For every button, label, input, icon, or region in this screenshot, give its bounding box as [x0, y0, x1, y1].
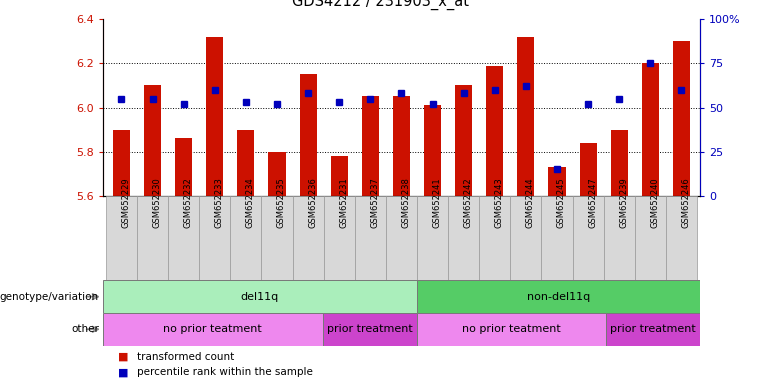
Bar: [206, 37, 223, 196]
FancyBboxPatch shape: [666, 196, 697, 280]
Text: prior treatment: prior treatment: [327, 324, 413, 334]
Bar: [642, 63, 659, 196]
Bar: [144, 86, 161, 196]
Bar: [424, 105, 441, 196]
Bar: [175, 138, 193, 196]
Text: GSM652230: GSM652230: [152, 177, 161, 228]
Text: genotype/variation: genotype/variation: [0, 291, 99, 302]
Text: ■: ■: [118, 367, 129, 377]
Text: no prior teatment: no prior teatment: [164, 324, 262, 334]
Text: GDS4212 / 231903_x_at: GDS4212 / 231903_x_at: [292, 0, 469, 10]
Bar: [517, 37, 534, 196]
Text: GSM652243: GSM652243: [495, 177, 504, 228]
FancyBboxPatch shape: [323, 196, 355, 280]
Bar: [113, 129, 130, 196]
Text: GSM652237: GSM652237: [371, 177, 379, 228]
Bar: [610, 129, 628, 196]
Text: GSM652235: GSM652235: [277, 177, 286, 228]
FancyBboxPatch shape: [323, 313, 417, 346]
Bar: [237, 129, 254, 196]
FancyBboxPatch shape: [262, 196, 292, 280]
Text: GSM652234: GSM652234: [246, 177, 255, 228]
Text: non-del11q: non-del11q: [527, 291, 591, 302]
FancyBboxPatch shape: [635, 196, 666, 280]
Bar: [330, 156, 348, 196]
Bar: [486, 66, 503, 196]
Bar: [361, 96, 379, 196]
FancyBboxPatch shape: [606, 313, 700, 346]
Bar: [580, 143, 597, 196]
Text: ■: ■: [118, 352, 129, 362]
Text: other: other: [71, 324, 99, 334]
Text: no prior teatment: no prior teatment: [462, 324, 561, 334]
Text: GSM652233: GSM652233: [215, 177, 224, 228]
Text: GSM652231: GSM652231: [339, 177, 349, 228]
Text: GSM652236: GSM652236: [308, 177, 317, 228]
Text: GSM652240: GSM652240: [651, 177, 659, 228]
FancyBboxPatch shape: [448, 196, 479, 280]
Bar: [300, 74, 317, 196]
FancyBboxPatch shape: [231, 196, 262, 280]
Bar: [673, 41, 690, 196]
Text: GSM652238: GSM652238: [402, 177, 410, 228]
FancyBboxPatch shape: [572, 196, 603, 280]
FancyBboxPatch shape: [168, 196, 199, 280]
FancyBboxPatch shape: [479, 196, 511, 280]
Bar: [269, 152, 285, 196]
FancyBboxPatch shape: [137, 196, 168, 280]
Text: percentile rank within the sample: percentile rank within the sample: [137, 367, 313, 377]
Text: del11q: del11q: [240, 291, 279, 302]
FancyBboxPatch shape: [199, 196, 231, 280]
FancyBboxPatch shape: [103, 313, 323, 346]
Text: GSM652232: GSM652232: [183, 177, 193, 228]
Text: GSM652229: GSM652229: [122, 177, 130, 228]
Text: GSM652242: GSM652242: [463, 177, 473, 228]
FancyBboxPatch shape: [541, 196, 572, 280]
FancyBboxPatch shape: [292, 196, 323, 280]
Text: GSM652245: GSM652245: [557, 177, 566, 228]
Text: GSM652244: GSM652244: [526, 177, 535, 228]
FancyBboxPatch shape: [106, 196, 137, 280]
Text: GSM652239: GSM652239: [619, 177, 629, 228]
FancyBboxPatch shape: [417, 280, 700, 313]
Text: GSM652246: GSM652246: [681, 177, 690, 228]
FancyBboxPatch shape: [603, 196, 635, 280]
FancyBboxPatch shape: [511, 196, 541, 280]
Bar: [393, 96, 410, 196]
FancyBboxPatch shape: [417, 196, 448, 280]
Bar: [549, 167, 565, 196]
Text: transformed count: transformed count: [137, 352, 234, 362]
FancyBboxPatch shape: [355, 196, 386, 280]
Text: prior treatment: prior treatment: [610, 324, 696, 334]
FancyBboxPatch shape: [103, 280, 417, 313]
Text: GSM652247: GSM652247: [588, 177, 597, 228]
Bar: [455, 86, 473, 196]
Text: GSM652241: GSM652241: [432, 177, 441, 228]
FancyBboxPatch shape: [386, 196, 417, 280]
FancyBboxPatch shape: [417, 313, 606, 346]
